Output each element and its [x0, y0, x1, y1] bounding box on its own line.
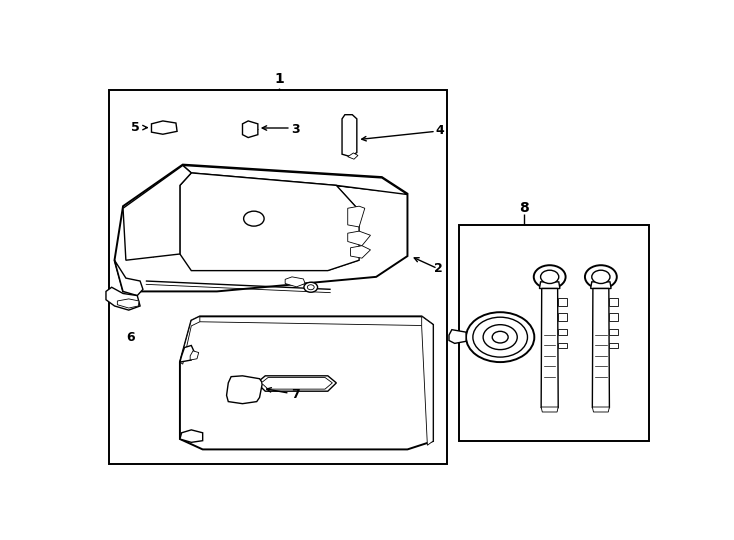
- Polygon shape: [257, 376, 336, 391]
- Polygon shape: [123, 165, 192, 260]
- Polygon shape: [115, 165, 407, 292]
- Polygon shape: [541, 407, 559, 412]
- Polygon shape: [180, 346, 194, 362]
- Polygon shape: [180, 173, 359, 271]
- Polygon shape: [348, 153, 358, 159]
- Polygon shape: [421, 316, 433, 446]
- Text: 2: 2: [435, 262, 443, 275]
- Polygon shape: [608, 342, 618, 348]
- Polygon shape: [180, 316, 433, 449]
- Polygon shape: [183, 165, 407, 194]
- Polygon shape: [180, 316, 200, 364]
- Text: 4: 4: [435, 124, 444, 137]
- Polygon shape: [180, 430, 203, 442]
- Polygon shape: [261, 377, 333, 389]
- Polygon shape: [190, 351, 199, 360]
- Bar: [459, 225, 649, 441]
- Polygon shape: [117, 299, 139, 308]
- Circle shape: [534, 265, 566, 288]
- Polygon shape: [342, 114, 357, 157]
- Polygon shape: [592, 407, 609, 412]
- Circle shape: [473, 317, 528, 357]
- Polygon shape: [351, 246, 371, 258]
- Polygon shape: [106, 287, 140, 310]
- Bar: [109, 90, 447, 464]
- Polygon shape: [539, 282, 560, 288]
- Polygon shape: [591, 282, 611, 288]
- Text: 7: 7: [291, 388, 299, 401]
- Text: 5: 5: [131, 121, 140, 134]
- Polygon shape: [348, 231, 371, 246]
- Polygon shape: [151, 121, 177, 134]
- Polygon shape: [227, 376, 262, 404]
- Polygon shape: [558, 329, 567, 335]
- Text: 3: 3: [291, 123, 299, 136]
- Circle shape: [493, 332, 508, 343]
- Circle shape: [466, 312, 534, 362]
- Circle shape: [540, 270, 559, 284]
- Circle shape: [585, 265, 617, 288]
- Text: 6: 6: [126, 330, 135, 343]
- Circle shape: [244, 211, 264, 226]
- Polygon shape: [541, 288, 559, 408]
- Polygon shape: [348, 206, 365, 227]
- Polygon shape: [285, 277, 305, 287]
- Polygon shape: [608, 313, 618, 321]
- Polygon shape: [608, 298, 618, 306]
- Circle shape: [304, 282, 318, 292]
- Polygon shape: [592, 288, 609, 408]
- Polygon shape: [558, 342, 567, 348]
- Circle shape: [483, 325, 517, 349]
- Text: 1: 1: [275, 72, 284, 86]
- Polygon shape: [558, 313, 567, 321]
- Text: 8: 8: [519, 201, 529, 215]
- Circle shape: [592, 270, 610, 284]
- Polygon shape: [242, 121, 258, 138]
- Polygon shape: [115, 260, 143, 295]
- Circle shape: [308, 285, 314, 290]
- Polygon shape: [449, 329, 466, 343]
- Polygon shape: [558, 298, 567, 306]
- Polygon shape: [608, 329, 618, 335]
